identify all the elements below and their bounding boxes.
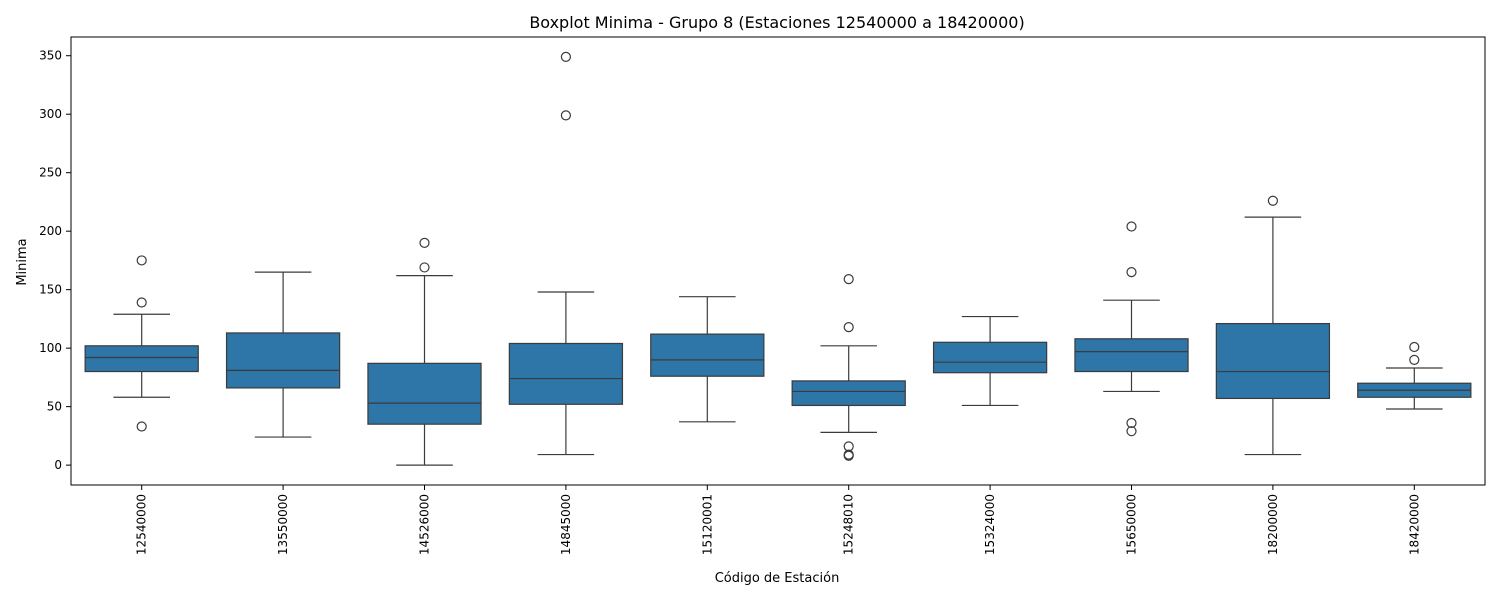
y-tick-label: 350 (39, 49, 62, 63)
outlier-point (1126, 426, 1137, 437)
outlier-point (843, 449, 854, 460)
y-tick-label: 250 (39, 166, 62, 180)
x-tick-label: 15248010 (842, 494, 856, 555)
box-18200000 (1215, 322, 1331, 400)
box-15650000 (1074, 338, 1189, 373)
outlier-point (560, 51, 572, 62)
outlier-point (1126, 417, 1137, 429)
box-15324000 (932, 341, 1048, 374)
outlier-point (843, 321, 854, 333)
y-tick-label: 300 (39, 107, 62, 121)
x-tick-label: 14845000 (559, 494, 573, 555)
x-tick-label: 18200000 (1266, 494, 1280, 555)
outlier-point (1409, 354, 1420, 365)
box-14845000 (508, 342, 624, 405)
y-tick-label: 200 (39, 224, 62, 238)
chart-title: Boxplot Minima - Grupo 8 (Estaciones 125… (529, 13, 1024, 32)
outlier-point (136, 255, 147, 266)
box-13550000 (225, 332, 341, 389)
outlier-point (1409, 341, 1420, 353)
box-12540000 (84, 345, 199, 373)
y-axis-label: Minima (15, 238, 30, 285)
axes-frame (70, 36, 1486, 486)
outlier-point (560, 110, 572, 121)
box-14526000 (367, 362, 482, 425)
y-tick-label: 0 (54, 458, 62, 472)
outlier-point (1126, 221, 1137, 232)
y-tick-label: 100 (39, 341, 62, 355)
outlier-point (843, 274, 854, 285)
y-tick-label: 150 (39, 283, 62, 297)
outlier-point (136, 421, 147, 432)
plot-area: 0 50 100 150 200 250 300 350 12540000 13550000 145… (39, 36, 1486, 555)
x-tick-label: 15650000 (1125, 494, 1139, 555)
outlier-point (1126, 267, 1137, 278)
outlier-point (419, 262, 430, 273)
box-15120001 (650, 333, 765, 377)
outlier-point (843, 441, 854, 452)
x-tick-label: 18420000 (1407, 494, 1421, 555)
y-tick-label: 50 (47, 400, 62, 414)
x-tick-label: 12540000 (135, 494, 149, 555)
x-axis-label: Código de Estación (715, 571, 840, 586)
outlier-point (1267, 195, 1279, 206)
x-tick-label: 15120001 (700, 494, 714, 555)
outlier-point (419, 237, 430, 248)
x-tick-label: 13550000 (276, 494, 290, 555)
box-15248010 (791, 380, 906, 407)
outlier-point (136, 297, 147, 308)
x-tick-label: 15324000 (983, 494, 997, 555)
x-tick-label: 14526000 (418, 494, 432, 555)
